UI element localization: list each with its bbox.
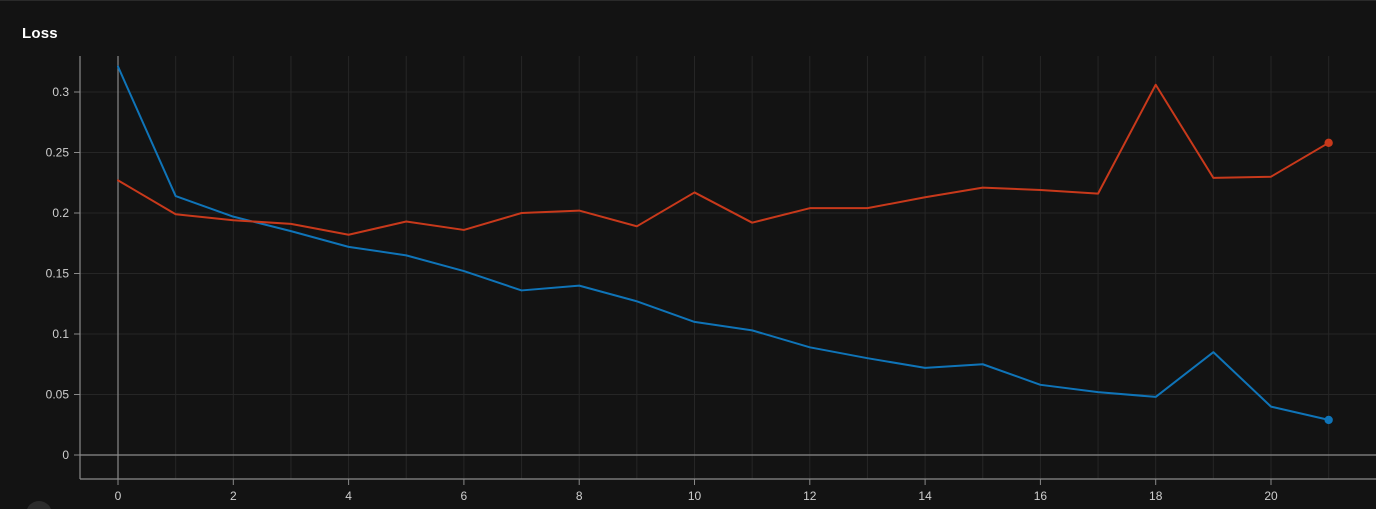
series-end-point-1 (1324, 415, 1333, 425)
x-tick-label: 0 (115, 489, 122, 503)
x-tick-label: 14 (918, 489, 932, 503)
x-tick-label: 16 (1034, 489, 1048, 503)
x-tick-label: 12 (803, 489, 817, 503)
y-tick-label: 0.15 (46, 267, 70, 281)
x-tick-label: 2 (230, 489, 237, 503)
x-tick-label: 8 (576, 489, 583, 503)
y-tick-label: 0.3 (52, 85, 69, 99)
y-tick-label: 0.1 (52, 327, 69, 341)
x-tick-label: 10 (688, 489, 702, 503)
y-tick-label: 0.05 (46, 388, 70, 402)
y-tick-label: 0.25 (46, 146, 70, 160)
series-end-point-2 (1324, 138, 1333, 148)
chart-title: Loss (22, 25, 58, 42)
series-line-1 (117, 65, 1330, 421)
series-line-2 (117, 83, 1330, 236)
x-tick-label: 20 (1264, 489, 1278, 503)
y-tick-label: 0.2 (52, 206, 69, 220)
x-tick-label: 6 (461, 489, 468, 503)
y-tick-label: 0 (62, 448, 69, 462)
scroll-indicator[interactable] (26, 501, 52, 509)
x-tick-label: 4 (345, 489, 352, 503)
x-tick-label: 18 (1149, 489, 1163, 503)
